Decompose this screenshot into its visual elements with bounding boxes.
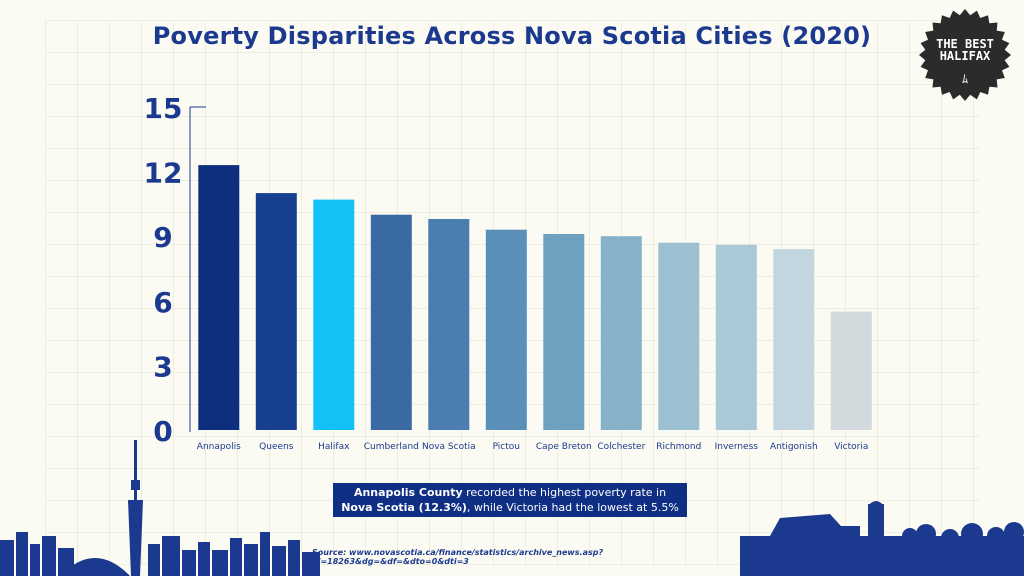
bar-cape-breton [543,234,585,430]
annotation-bold1: Annapolis County [353,486,463,499]
annotation-box: Annapolis County recorded the highest po… [333,483,687,517]
farm-skyline-right [740,501,1024,576]
x-tick-label: Cape Breton [536,442,592,452]
chart-title: Poverty Disparities Across Nova Scotia C… [152,22,872,50]
badge-text: THE BEST HALIFAX [918,38,1012,62]
bar-annapolis [198,165,240,430]
bar-queens [255,193,297,430]
x-tick-label: Queens [259,442,294,452]
annotation-text1: recorded the highest poverty rate in [462,486,667,499]
y-tick-label: 0 [153,415,172,448]
x-tick-label: Colchester [597,442,645,452]
the-best-halifax-badge [919,9,1011,101]
y-tick-label: 3 [153,350,172,383]
x-tick-label: Nova Scotia [422,442,476,452]
x-tick-label: Victoria [834,442,868,452]
source-text: Source: www.novascotia.ca/finance/statis… [312,548,604,566]
badge-signature: ﾑ [961,72,968,86]
bar-halifax [313,199,355,430]
x-tick-label: Cumberland [364,442,419,452]
annotation-line2: Nova Scotia (12.3%), while Victoria had … [333,500,687,515]
bar-antigonish [773,249,815,430]
x-tick-label: Inverness [715,442,759,452]
badge-line1: THE BEST [936,37,994,51]
y-tick-label: 12 [144,157,183,190]
y-tick-label: 15 [144,92,183,125]
x-tick-label: Halifax [318,442,350,452]
x-tick-label: Pictou [493,442,520,452]
city-skyline-left [0,440,320,576]
x-tick-label: Antigonish [770,442,818,452]
x-tick-label: Richmond [656,442,701,452]
bar-cumberland [370,214,412,430]
bar-inverness [715,244,757,430]
annotation-line1: Annapolis County recorded the highest po… [333,485,687,500]
bar-colchester [600,236,642,430]
annotation-text2: , while Victoria had the lowest at 5.5% [466,501,679,514]
bar-nova-scotia [428,219,470,430]
bar-pictou [485,229,527,430]
bar-richmond [658,242,700,430]
y-tick-label: 6 [153,286,172,319]
x-tick-label: Annapolis [197,442,241,452]
y-tick-label: 9 [153,221,172,254]
badge-line2: HALIFAX [939,49,991,63]
annotation-bold2: Nova Scotia (12.3%) [341,501,467,514]
bar-victoria [830,311,872,430]
